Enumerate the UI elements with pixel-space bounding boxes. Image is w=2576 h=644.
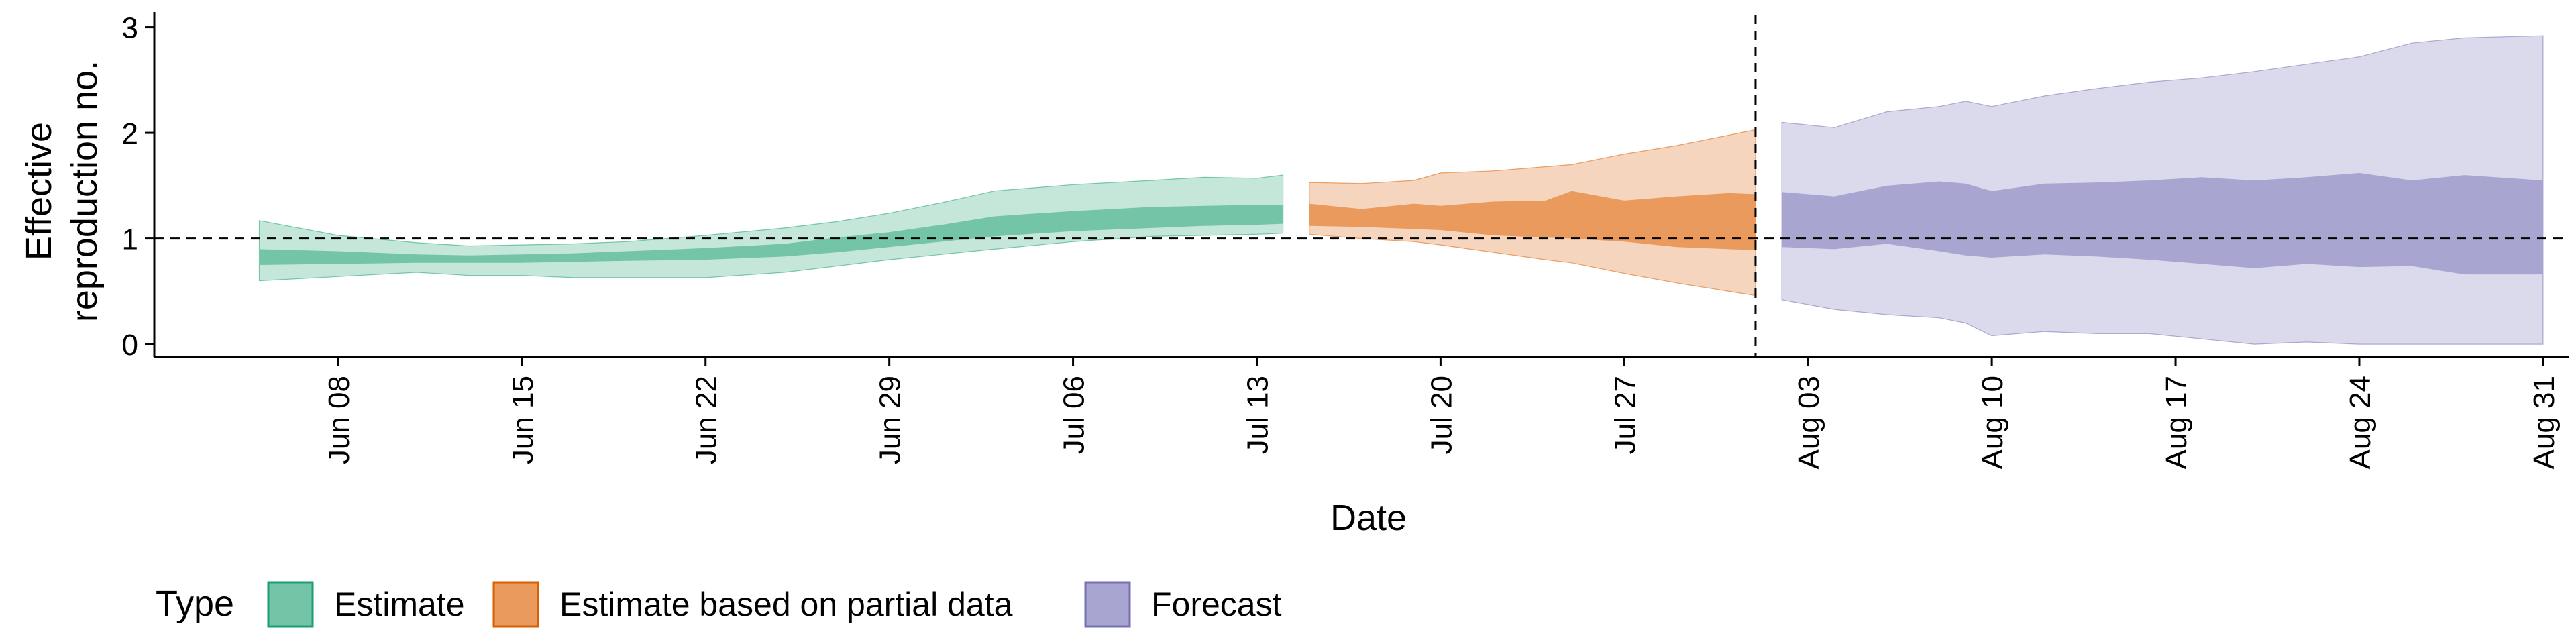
band-inner-estimate <box>259 205 1283 265</box>
x-tick-layer: Jun 08 Jun 15 Jun 22 Jun 29 Jul 06 Jul 13 Jul … <box>323 357 2561 469</box>
y-tick-label: 2 <box>122 117 138 150</box>
x-tick-label: Jun 29 <box>874 376 907 464</box>
band-outer-estimate <box>258 174 1284 282</box>
legend-label-forecast: Forecast <box>1151 586 1282 623</box>
x-tick-label: Aug 03 <box>1792 376 1825 469</box>
y-tick-layer: 0 1 2 3 <box>122 12 154 362</box>
x-tick-label: Jun 08 <box>323 376 356 464</box>
axes-layer <box>153 12 2569 358</box>
x-tick-label: Aug 17 <box>2160 376 2193 469</box>
band-layer <box>258 35 2544 345</box>
x-axis-label: Date <box>1330 498 1407 538</box>
legend-swatch-estimate <box>267 581 314 628</box>
band-inner-estimate-based-on-partial-data <box>1309 191 1756 250</box>
band-inner-forecast <box>1782 172 2543 275</box>
y-tick-label: 0 <box>122 329 138 362</box>
y-axis-label-line-1: Effective <box>19 122 59 260</box>
x-tick-label: Jun 15 <box>506 376 539 464</box>
legend-label-estimate: Estimate <box>334 586 465 623</box>
x-tick-label: Jul 27 <box>1609 376 1642 454</box>
legend: Type Estimate Estimate based on partial d… <box>156 581 1282 628</box>
x-tick-label: Jun 22 <box>690 376 723 464</box>
x-tick-label: Jul 13 <box>1241 376 1274 454</box>
x-tick-label: Aug 31 <box>2528 376 2561 469</box>
x-tick-label: Aug 24 <box>2344 376 2377 469</box>
x-tick-label: Jul 20 <box>1425 376 1458 454</box>
legend-swatch-forecast <box>1084 581 1131 628</box>
x-tick-label: Aug 10 <box>1976 376 2009 469</box>
legend-title: Type <box>156 584 234 624</box>
reference-line-layer <box>154 15 2569 357</box>
y-tick-label: 1 <box>122 223 138 256</box>
y-tick-label: 3 <box>122 12 138 45</box>
x-tick-label: Jul 06 <box>1058 376 1091 454</box>
legend-label-estimate-based-on-partial-data: Estimate based on partial data <box>559 586 1013 623</box>
y-axis-label-line-2: reproduction no. <box>64 60 105 322</box>
legend-swatch-estimate-based-on-partial-data <box>492 581 539 628</box>
